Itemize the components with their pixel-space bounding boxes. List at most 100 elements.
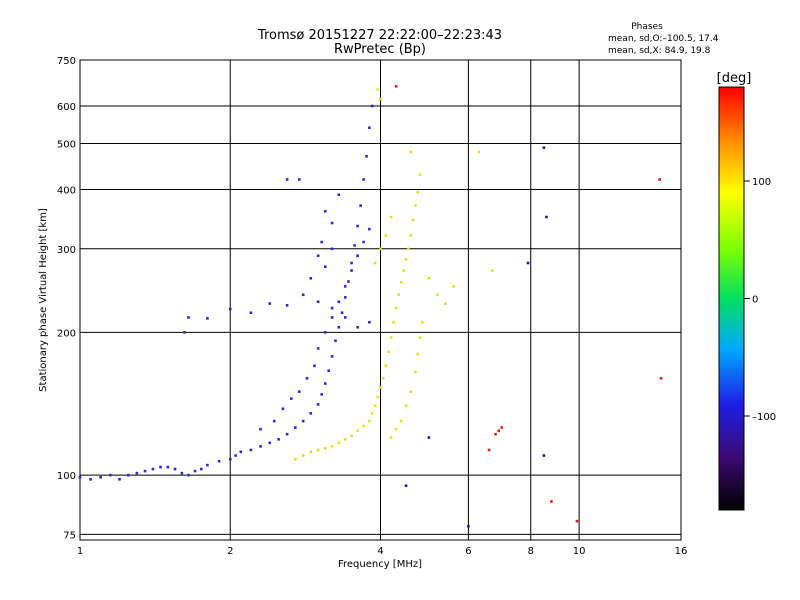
- data-point: [327, 369, 331, 373]
- data-point: [394, 85, 398, 88]
- colorbar: [718, 86, 745, 511]
- data-point: [397, 293, 400, 297]
- data-point: [399, 280, 403, 284]
- data-point: [376, 88, 380, 91]
- colorbar-tick-label: 100: [752, 177, 771, 188]
- data-point: [301, 419, 305, 423]
- data-point: [206, 317, 209, 320]
- data-point: [409, 234, 413, 237]
- data-point: [239, 450, 243, 454]
- data-point: [444, 302, 447, 305]
- data-point: [193, 469, 197, 473]
- chart-title: Tromsø 20151227 22:22:00–22:23:43: [257, 28, 502, 43]
- data-point: [497, 429, 500, 433]
- data-point: [407, 247, 410, 251]
- data-point: [316, 403, 320, 406]
- data-point: [350, 434, 353, 438]
- data-point: [343, 285, 347, 288]
- data-point: [206, 463, 209, 467]
- data-point: [373, 261, 377, 265]
- x-axis-label: Frequency [MHz]: [338, 559, 422, 570]
- data-point: [356, 429, 359, 433]
- y-tick-label: 500: [57, 140, 76, 151]
- data-point: [575, 519, 579, 523]
- data-point: [394, 427, 398, 431]
- data-point: [187, 473, 190, 477]
- data-point: [309, 276, 313, 280]
- data-point: [381, 377, 385, 380]
- data-point: [289, 397, 293, 400]
- data-point: [330, 445, 334, 448]
- data-point: [356, 224, 359, 228]
- data-point: [394, 306, 398, 310]
- data-point: [404, 258, 408, 261]
- colorbar-tick-label: –100: [752, 412, 776, 423]
- legend-line-o: mean, sd,O:–100.5, 17.4: [608, 34, 719, 44]
- colorbar-label: [deg]: [717, 71, 752, 86]
- colorbar-ticks: 100 0 –100: [744, 177, 776, 423]
- data-point: [384, 234, 388, 237]
- data-point: [420, 320, 424, 324]
- data-point: [268, 441, 272, 445]
- data-point: [316, 448, 320, 452]
- data-point: [368, 320, 371, 324]
- data-point: [404, 404, 408, 408]
- data-point: [409, 150, 413, 154]
- data-point: [316, 300, 320, 304]
- data-point: [359, 204, 362, 207]
- data-point: [294, 426, 297, 429]
- y-tick-label: 300: [57, 245, 76, 256]
- x-tick-label: 10: [573, 546, 586, 557]
- data-point: [99, 475, 102, 479]
- data-point: [330, 247, 334, 251]
- x-tick-label: 4: [377, 546, 383, 557]
- data-point: [418, 173, 422, 176]
- data-point: [384, 364, 388, 368]
- data-point: [491, 269, 494, 272]
- data-point: [301, 293, 305, 297]
- data-point: [323, 446, 327, 450]
- data-point: [127, 473, 130, 477]
- y-tick-label: 75: [63, 530, 76, 541]
- data-point: [89, 478, 92, 481]
- data-point: [379, 97, 382, 101]
- data-point: [343, 296, 347, 299]
- data-point: [353, 244, 356, 247]
- data-point: [330, 355, 334, 358]
- data-point: [477, 150, 481, 154]
- data-point: [281, 407, 285, 411]
- data-point: [159, 465, 162, 469]
- data-point: [418, 336, 422, 339]
- data-point: [294, 457, 297, 461]
- data-point: [427, 436, 431, 439]
- data-point: [356, 325, 359, 329]
- data-point: [200, 467, 203, 471]
- data-point: [526, 261, 530, 265]
- colorbar-tick-label: 0: [752, 295, 758, 306]
- data-point: [379, 386, 382, 389]
- data-point: [373, 404, 377, 408]
- data-point: [376, 395, 380, 399]
- data-point: [452, 285, 455, 288]
- data-point: [542, 146, 546, 150]
- data-point: [323, 382, 327, 385]
- data-point: [436, 293, 439, 297]
- data-point: [313, 364, 316, 368]
- data-point: [228, 307, 232, 311]
- legend-line-x: mean, sd,X: 84.9, 19.8: [608, 46, 711, 56]
- data-point: [309, 450, 313, 454]
- legend-title: Phases: [631, 22, 663, 32]
- data-point: [362, 178, 365, 181]
- data-point: [389, 215, 393, 219]
- data-point: [259, 427, 262, 431]
- data-point: [350, 269, 353, 272]
- data-point: [658, 178, 661, 181]
- scatter-points: [78, 85, 663, 528]
- x-tick-label: 1: [77, 546, 83, 557]
- data-point: [249, 311, 253, 315]
- data-point: [297, 178, 301, 181]
- data-point: [416, 190, 420, 194]
- data-point: [108, 473, 112, 477]
- x-tick-label: 16: [675, 546, 688, 557]
